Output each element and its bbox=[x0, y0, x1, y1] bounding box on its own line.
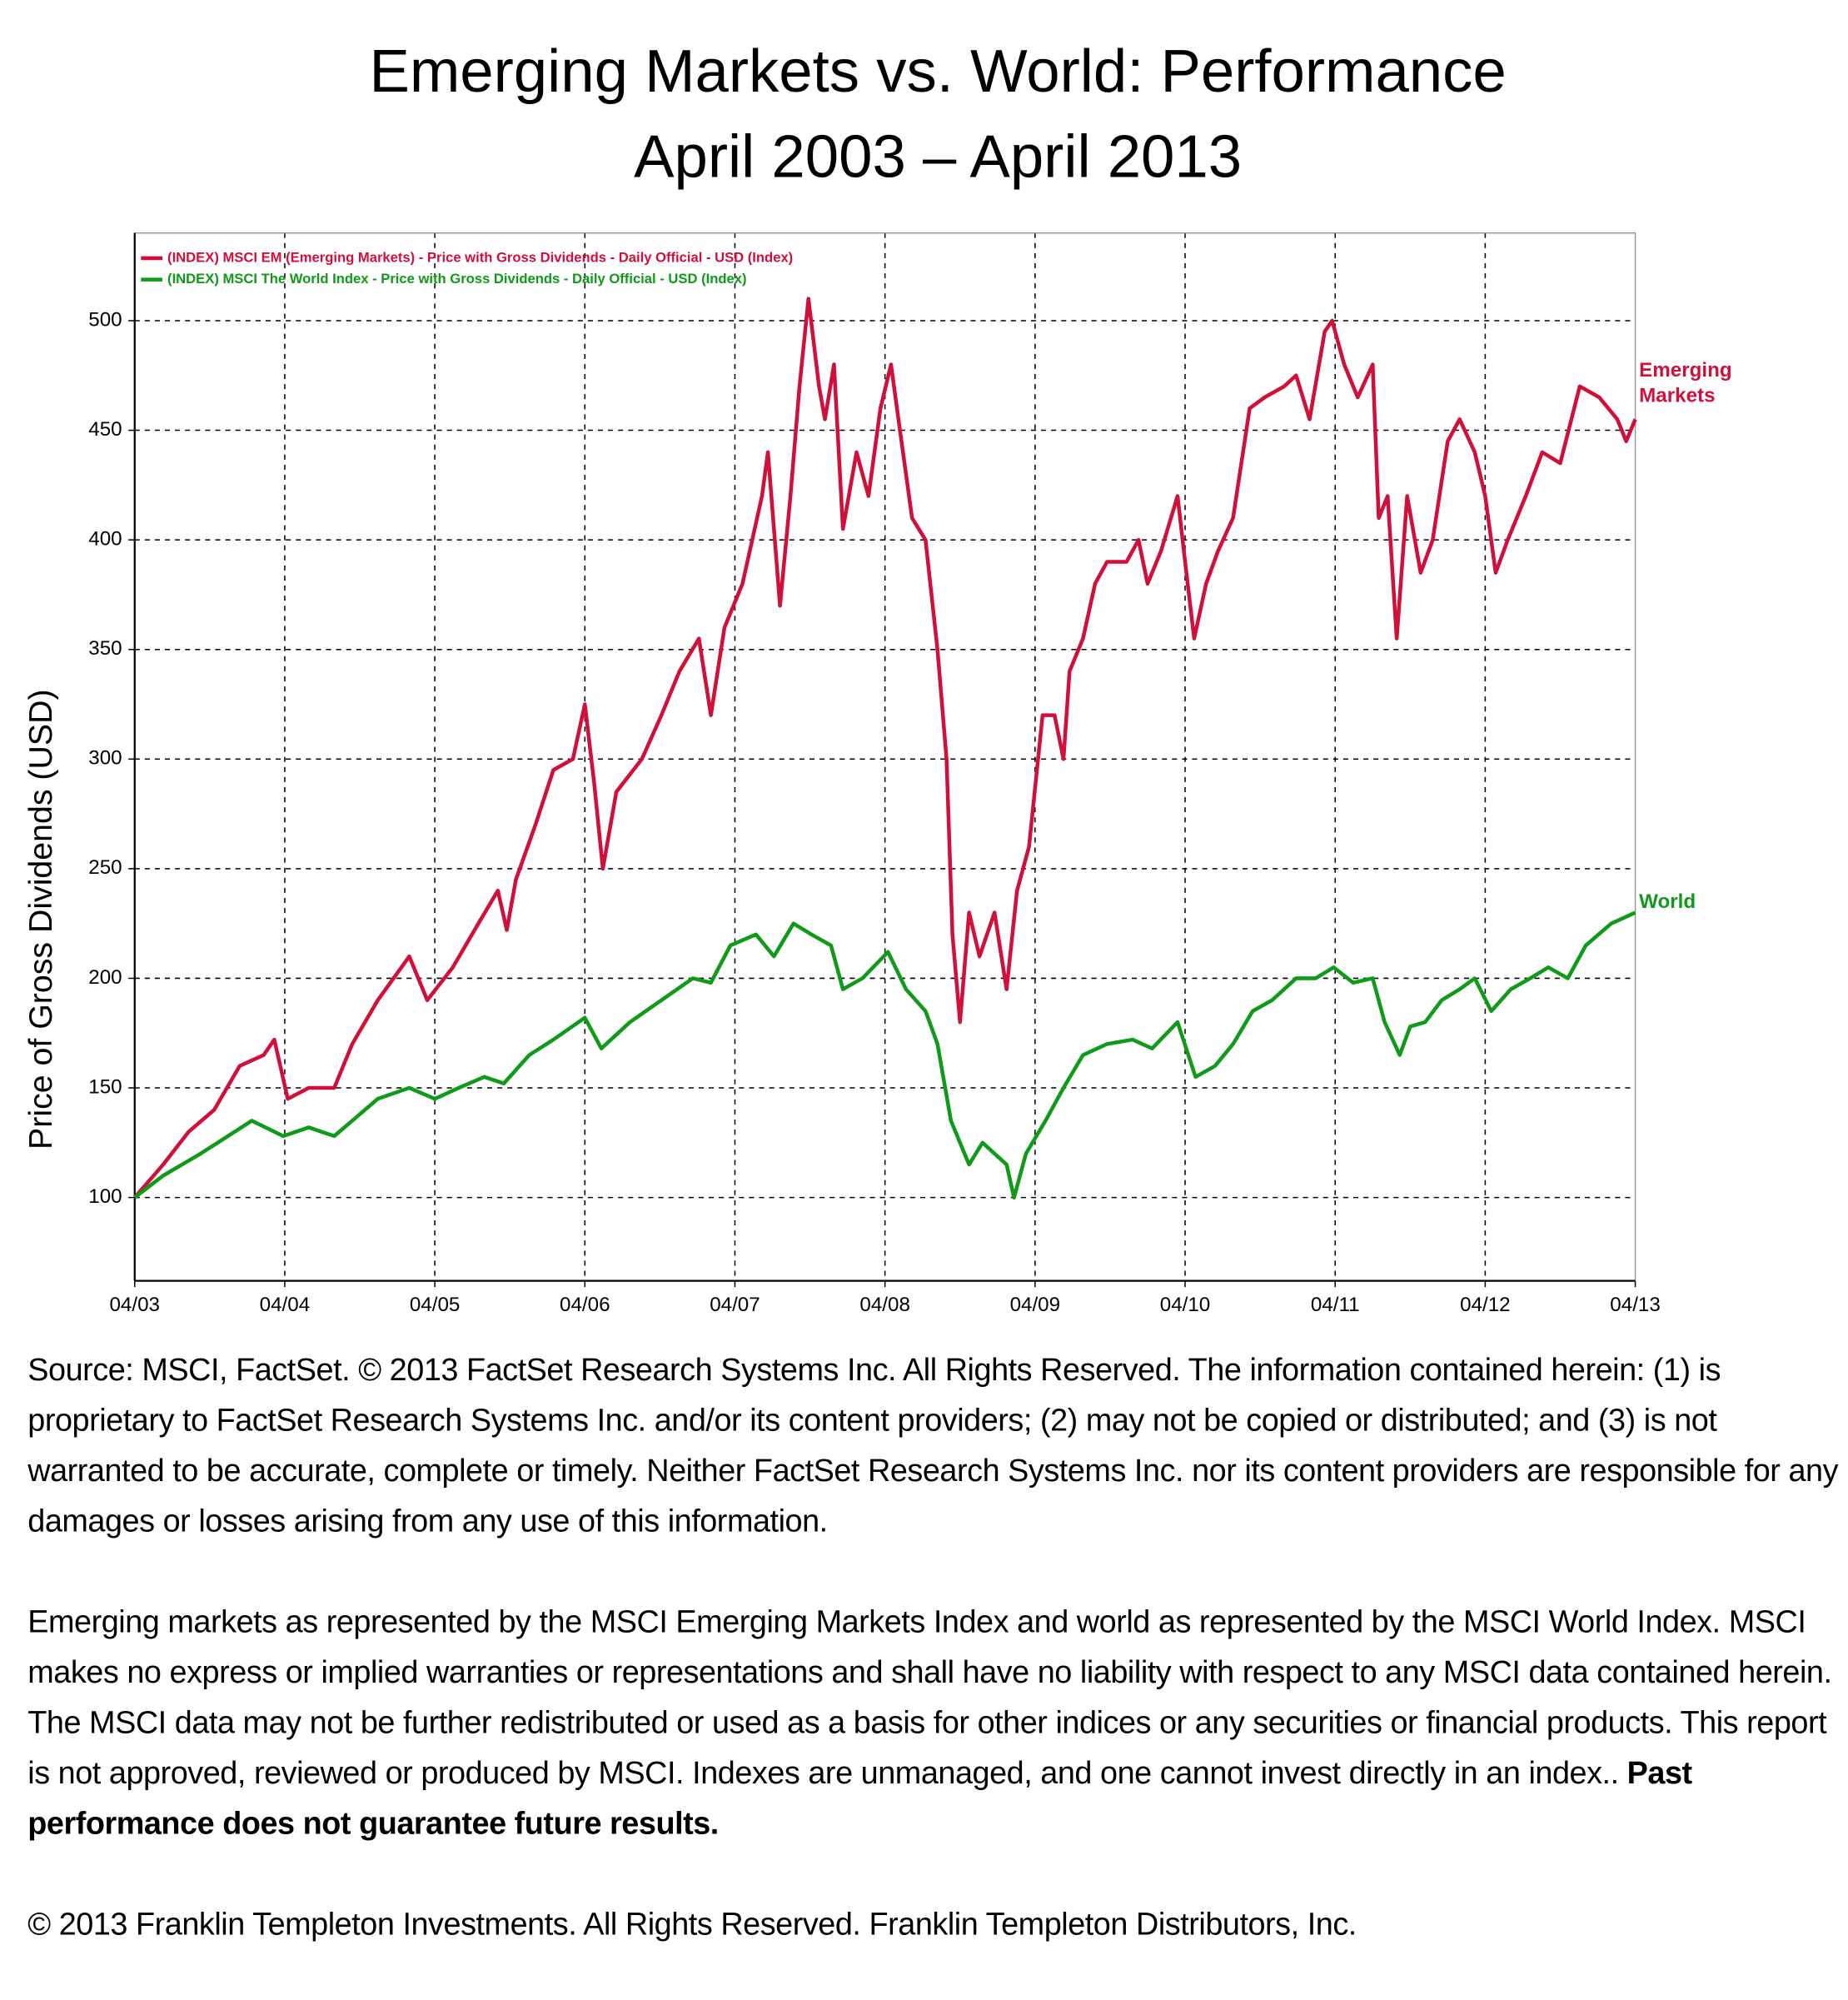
note-text: Emerging markets as represented by the M… bbox=[27, 1604, 1832, 1791]
series-end-label: Emerging Markets bbox=[1639, 360, 1732, 407]
y-tick-label: 150 bbox=[88, 1075, 122, 1098]
series-end-label: World bbox=[1639, 890, 1696, 913]
y-tick-label: 200 bbox=[88, 966, 122, 989]
x-tick-label: 04/11 bbox=[1311, 1294, 1360, 1316]
note-paragraph: Source: MSCI, FactSet. © 2013 FactSet Re… bbox=[27, 1345, 1841, 1547]
x-tick-label: 04/12 bbox=[1460, 1294, 1510, 1316]
series-line bbox=[133, 910, 1636, 1200]
legend-entry: (INDEX) MSCI The World Index - Price wit… bbox=[167, 271, 746, 287]
y-tick-label: 500 bbox=[88, 308, 122, 331]
x-tick-label: 04/08 bbox=[859, 1294, 909, 1316]
note-paragraph: © 2013 Franklin Templeton Investments. A… bbox=[27, 1899, 1841, 1949]
x-tick-label: 04/09 bbox=[1010, 1294, 1060, 1316]
x-tick-label: 04/06 bbox=[560, 1294, 610, 1316]
y-tick-label: 350 bbox=[88, 637, 122, 660]
x-tick-label: 04/03 bbox=[109, 1294, 159, 1316]
note-emphasis: Past performance does not guarantee futu… bbox=[27, 1755, 1692, 1842]
chart: Emerging Markets vs. World: Performance … bbox=[22, 37, 1661, 1316]
series-line bbox=[133, 297, 1637, 1200]
x-tick-label: 04/13 bbox=[1610, 1294, 1660, 1316]
x-tick-label: 04/05 bbox=[410, 1294, 460, 1316]
y-tick-label: 100 bbox=[88, 1185, 122, 1208]
chart-title: Emerging Markets vs. World: Performance bbox=[370, 37, 1507, 105]
legend-entry: (INDEX) MSCI EM (Emerging Markets) - Pri… bbox=[167, 249, 793, 265]
chart-subtitle: April 2003 – April 2013 bbox=[634, 123, 1242, 191]
notes: Source: MSCI, FactSet. © 2013 FactSet Re… bbox=[27, 1345, 1841, 2000]
note-text: © 2013 Franklin Templeton Investments. A… bbox=[27, 1907, 1357, 1943]
y-tick-label: 400 bbox=[88, 528, 122, 551]
x-tick-label: 04/04 bbox=[260, 1294, 310, 1316]
x-tick-label: 04/10 bbox=[1160, 1294, 1210, 1316]
note-text: Source: MSCI, FactSet. © 2013 FactSet Re… bbox=[27, 1352, 1839, 1539]
y-axis-label: Price of Gross Dividends (USD) bbox=[22, 689, 59, 1150]
note-paragraph: Emerging markets as represented by the M… bbox=[27, 1597, 1841, 1848]
y-tick-label: 450 bbox=[88, 418, 122, 441]
y-tick-label: 300 bbox=[88, 747, 122, 770]
y-tick-label: 250 bbox=[88, 856, 122, 879]
x-tick-label: 04/07 bbox=[710, 1294, 760, 1316]
